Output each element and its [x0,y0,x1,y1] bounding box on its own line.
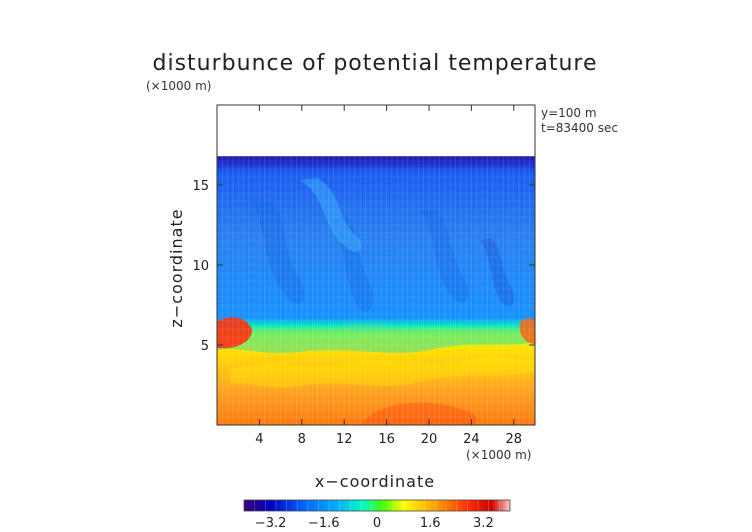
warm-pocket-left [217,317,252,349]
x-tick-label: 8 [298,432,306,447]
yellow-billow [230,356,535,388]
x-tick-label: 4 [255,432,263,447]
x-tick-label: 24 [463,432,480,447]
y-tick-label: 5 [201,339,209,354]
colorbar-tick-label: −3.2 [255,516,287,531]
colorbar: −3.2 −1.6 0 1.6 3.2 [243,499,511,531]
annotation-t: t=83400 sec [541,121,618,135]
colorbar-segments [254,500,500,511]
inversion-band [217,323,535,353]
colorbar-tick-label: −1.6 [308,516,340,531]
annotation-y: y=100 m [541,106,597,120]
chart-title: disturbunce of potential temperature [153,51,598,76]
colorbar-tick-label: 0 [373,516,381,531]
eddy-1 [250,200,305,304]
x-tick-label: 16 [378,432,395,447]
y-tick-label: 10 [192,259,209,274]
x-axis: 4 8 12 16 20 24 28 [255,105,522,447]
x-tick-label: 20 [421,432,438,447]
hot-surface [360,402,477,425]
x-tick-label: 28 [506,432,523,447]
colorbar-ticks: −3.2 −1.6 0 1.6 3.2 [255,516,494,531]
grid-lines [217,156,535,425]
colorbar-tick-label: 3.2 [473,516,494,531]
y-axis: 5 10 15 [192,179,535,354]
x-axis-title: x−coordinate [315,472,435,491]
light-streak [300,178,362,252]
eddy-4 [480,238,515,307]
x-unit-label: (×1000 m) [466,448,531,462]
data-field [217,156,535,425]
plot-area [217,156,535,425]
colorbar-gradient [243,499,511,512]
colorbar-tick-label: 1.6 [420,516,441,531]
y-tick-label: 15 [192,179,209,194]
eddy-3 [420,208,469,303]
x-tick-label: 12 [336,432,353,447]
y-axis-title: z−coordinate [167,208,186,327]
eddy-2 [330,215,374,312]
warm-pocket-right [519,318,535,344]
z-unit-label: (×1000 m) [146,79,211,93]
